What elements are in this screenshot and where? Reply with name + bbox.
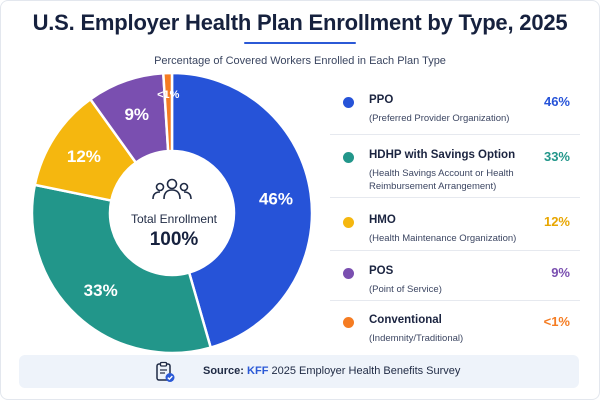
source-org: KFF xyxy=(247,365,269,377)
legend-item-hdhp-with-savings-option: HDHP with Savings Option (Health Savings … xyxy=(330,147,580,192)
legend-item-hmo: HMO (Health Maintenance Organization) 12% xyxy=(330,212,580,252)
legend-divider xyxy=(330,300,580,301)
slice-label: 33% xyxy=(84,281,118,300)
slice-ppo xyxy=(170,71,314,350)
legend-divider xyxy=(330,134,580,135)
source-rest: 2025 Employer Health Benefits Survey xyxy=(268,365,461,377)
center-value: 100% xyxy=(149,229,199,250)
legend-item-ppo: PPO (Preferred Provider Organization) 46% xyxy=(330,92,580,132)
legend-item-conventional: Conventional (Indemnity/Traditional) <1% xyxy=(330,312,580,352)
slice-label: 12% xyxy=(67,147,101,166)
people-group-icon xyxy=(152,178,192,200)
legend-value: 46% xyxy=(543,94,570,109)
legend-name: PPO xyxy=(369,94,394,106)
center-label: Total Enrollment xyxy=(130,212,218,226)
slice-label: 9% xyxy=(124,105,149,124)
legend-description: (Indemnity/Traditional) xyxy=(369,333,464,344)
legend-value: 12% xyxy=(543,214,570,229)
legend-value: 9% xyxy=(551,265,570,280)
legend-name: HDHP with Savings Option xyxy=(369,149,516,161)
legend-swatch xyxy=(343,268,354,279)
legend-description: (Health Maintenance Organization) xyxy=(369,233,517,244)
source-text: Source: KFF 2025 Employer Health Benefit… xyxy=(203,365,460,377)
legend-swatch xyxy=(343,217,354,228)
legend-item-pos: POS (Point of Service) 9% xyxy=(330,263,580,303)
legend-swatch xyxy=(343,317,354,328)
slice-hdhp-with-savings-option xyxy=(30,183,213,355)
slice-conventional xyxy=(161,71,174,153)
clipboard-check-icon xyxy=(154,361,176,388)
legend-divider xyxy=(330,250,580,251)
chart-title: U.S. Employer Health Plan Enrollment by … xyxy=(32,10,568,35)
source-bar: Source: KFF 2025 Employer Health Benefit… xyxy=(19,355,579,388)
legend-name: HMO xyxy=(369,214,396,226)
title-underline xyxy=(244,42,356,44)
legend-swatch xyxy=(343,97,354,108)
source-prefix: Source: xyxy=(203,365,244,377)
legend-divider xyxy=(330,197,580,198)
legend-description: (Health Savings Account or Health Reimbu… xyxy=(369,168,514,192)
legend-value: <1% xyxy=(543,314,570,329)
legend-description: (Preferred Provider Organization) xyxy=(369,113,510,124)
legend-name: Conventional xyxy=(369,314,442,326)
slice-label: <1% xyxy=(157,89,180,101)
donut-hole xyxy=(111,152,233,274)
slice-label: 46% xyxy=(259,189,293,208)
legend-swatch xyxy=(343,152,354,163)
legend-description: (Point of Service) xyxy=(369,284,442,295)
legend-value: 33% xyxy=(543,149,570,164)
legend-name: POS xyxy=(369,265,394,277)
chart-subtitle: Percentage of Covered Workers Enrolled i… xyxy=(154,55,446,67)
